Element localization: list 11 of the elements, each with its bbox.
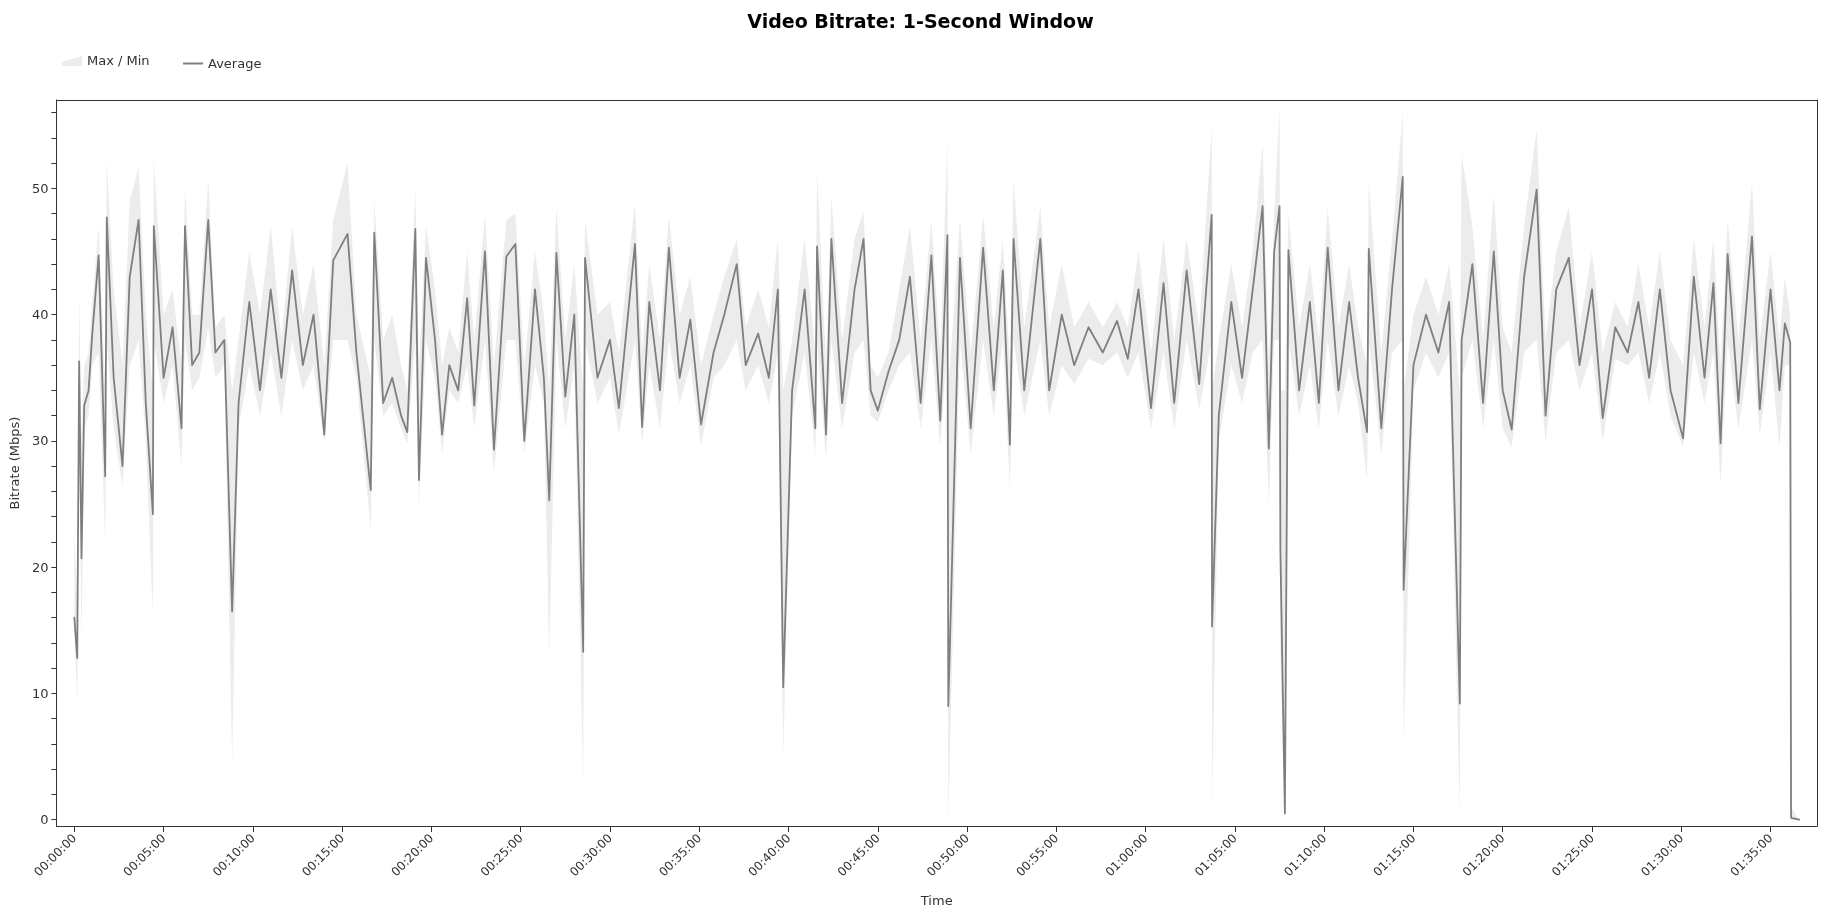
y-tick-label: 40 [31, 307, 49, 323]
y-tick-label: 30 [31, 433, 49, 449]
x-axis-title: Time [919, 893, 953, 908]
y-tick-label: 0 [40, 812, 49, 828]
y-tick-label: 50 [31, 180, 49, 196]
y-axis-title: Bitrate (Mbps) [7, 416, 22, 510]
y-tick-label: 20 [31, 559, 49, 575]
text: Max / Min [87, 53, 150, 68]
y-tick-label: 10 [31, 685, 49, 701]
legend-label: Average [208, 56, 262, 71]
chart-title: Video Bitrate: 1-Second Window [747, 9, 1094, 32]
